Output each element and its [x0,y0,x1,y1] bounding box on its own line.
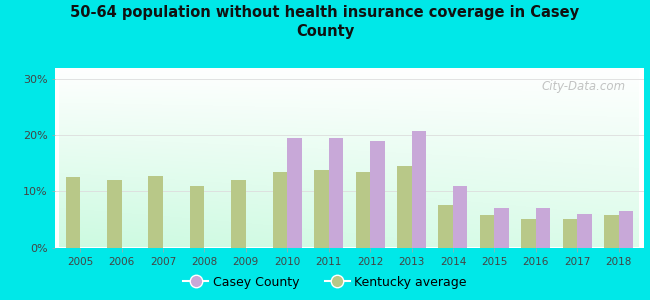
Bar [273,172,287,248]
Bar [439,205,453,248]
Bar [356,172,370,248]
Bar [480,215,495,247]
Bar [329,138,343,248]
Bar [521,219,536,247]
Legend: Casey County, Kentucky average: Casey County, Kentucky average [178,271,472,294]
Text: 50-64 population without health insurance coverage in Casey
County: 50-64 population without health insuranc… [70,4,580,39]
Bar [536,208,551,248]
Bar [370,141,385,248]
Bar [619,211,633,247]
Bar [231,180,246,248]
Bar [148,176,163,248]
Bar [577,214,592,248]
Bar [604,215,619,247]
Bar [495,208,509,248]
Bar [411,131,426,248]
Bar [453,186,467,247]
Text: City-Data.com: City-Data.com [541,80,626,93]
Bar [397,166,411,247]
Bar [287,138,302,248]
Bar [190,186,204,247]
Bar [66,177,80,247]
Bar [314,170,329,248]
Bar [107,180,122,248]
Bar [563,219,577,247]
